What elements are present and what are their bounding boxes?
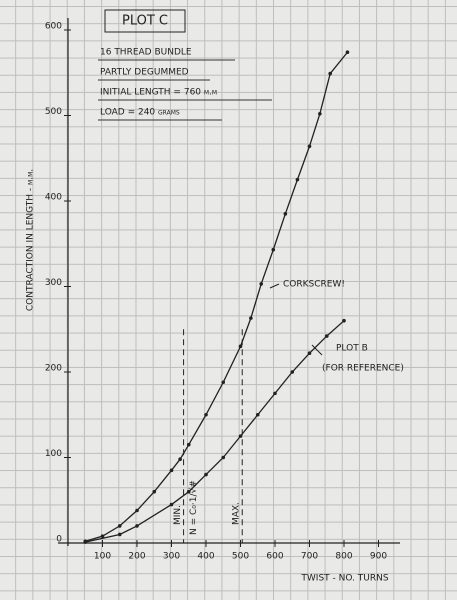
- data-point: [186, 489, 191, 494]
- data-point: [345, 50, 350, 55]
- note-underline: [98, 59, 272, 121]
- data-point: [204, 412, 208, 417]
- marker-label: MAX.: [232, 502, 242, 525]
- note: LOAD = 240 grams: [100, 108, 180, 118]
- marker-formula: N = C₀·1/√#: [188, 480, 199, 535]
- data-point: [307, 144, 312, 149]
- marker-label: MIN.: [173, 505, 183, 525]
- y-tick-label: 600: [45, 22, 62, 32]
- data-point: [100, 534, 105, 538]
- data-point: [307, 351, 312, 355]
- x-axis-label: TWIST - NO. TURNS: [300, 574, 388, 584]
- data-point: [221, 380, 226, 385]
- y-tick-label: 200: [45, 364, 62, 374]
- x-tick-label: 500: [232, 552, 249, 562]
- data-point: [221, 455, 226, 460]
- y-tick-label: 100: [45, 449, 62, 459]
- data-point: [255, 412, 260, 417]
- legend-note: (FOR REFERENCE): [322, 364, 404, 374]
- data-point: [273, 391, 277, 396]
- data-point: [135, 508, 139, 513]
- data-point: [324, 334, 329, 338]
- x-tick-label: 100: [94, 552, 111, 562]
- data-point: [204, 472, 208, 477]
- data-point: [328, 71, 333, 76]
- data-point: [169, 502, 174, 507]
- data-point: [83, 540, 88, 544]
- note: 16 THREAD BUNDLE: [100, 48, 192, 58]
- x-tick-label: 400: [197, 552, 214, 562]
- data-point: [249, 316, 253, 320]
- x-tick-label: 800: [335, 552, 352, 562]
- data-point: [271, 247, 276, 252]
- x-tick-label: 200: [128, 552, 145, 562]
- data-point: [178, 457, 182, 462]
- data-point: [342, 318, 346, 323]
- y-tick-label: 400: [45, 193, 62, 203]
- legend-label: PLOT B: [336, 344, 368, 354]
- data-point: [117, 524, 122, 528]
- data-point: [135, 524, 139, 528]
- data-point: [259, 282, 264, 286]
- annotation: CORKSCREW!: [283, 280, 345, 290]
- chart-title: PLOT C: [122, 14, 168, 29]
- y-tick-label: 300: [45, 278, 62, 288]
- data-point: [152, 489, 157, 494]
- data-point: [117, 532, 122, 537]
- data-point: [238, 434, 243, 438]
- y-tick-label: 500: [45, 107, 62, 117]
- x-tick-label: 600: [266, 552, 283, 562]
- title-box: [104, 9, 186, 33]
- data-point: [186, 442, 191, 447]
- data-point: [238, 344, 243, 349]
- x-tick-label: 900: [370, 552, 387, 562]
- series-line: [85, 320, 345, 543]
- x-tick-label: 700: [301, 552, 318, 562]
- note: PARTLY DEGUMMED: [100, 68, 189, 78]
- series-line: [85, 51, 348, 542]
- note: INITIAL LENGTH = 760 m.m: [100, 88, 217, 98]
- y-axis-label: CONTRACTION IN LENGTH - m.m.: [26, 169, 36, 311]
- data-point: [169, 468, 174, 473]
- data-point: [290, 370, 295, 374]
- data-point: [283, 212, 288, 216]
- x-tick-label: 300: [163, 552, 180, 562]
- data-point: [295, 177, 300, 182]
- pointer: [269, 283, 323, 356]
- y-tick-label: 0: [56, 535, 62, 545]
- data-point: [318, 111, 322, 116]
